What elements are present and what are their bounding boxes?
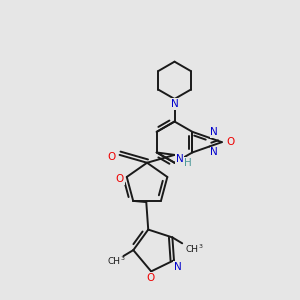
Text: O: O <box>108 152 116 162</box>
Text: CH: CH <box>185 245 199 254</box>
Text: 3: 3 <box>121 256 124 261</box>
Text: O: O <box>116 174 124 184</box>
Text: N: N <box>176 154 183 164</box>
Text: CH: CH <box>107 257 120 266</box>
Text: 3: 3 <box>199 244 203 249</box>
Text: N: N <box>211 127 218 137</box>
Text: O: O <box>146 273 154 283</box>
Text: N: N <box>211 147 218 158</box>
Text: O: O <box>226 137 235 147</box>
Text: N: N <box>174 262 182 272</box>
Text: H: H <box>184 158 192 168</box>
Text: N: N <box>171 99 178 109</box>
